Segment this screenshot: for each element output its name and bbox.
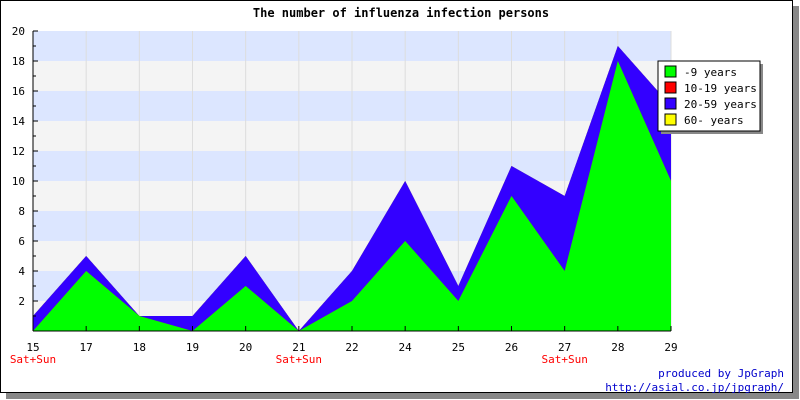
- weekend-label: Sat+Sun: [276, 353, 322, 366]
- x-tick-label: 21: [292, 341, 305, 354]
- x-tick-label: 24: [399, 341, 413, 354]
- x-tick-label: 15: [26, 341, 39, 354]
- x-tick-label: 26: [505, 341, 518, 354]
- y-tick-label: 4: [18, 265, 25, 278]
- x-tick-label: 28: [611, 341, 624, 354]
- x-tick-label: 20: [239, 341, 252, 354]
- y-tick-label: 20: [12, 25, 25, 38]
- weekend-label: Sat+Sun: [10, 353, 56, 366]
- area-cumulative: [33, 61, 671, 331]
- y-tick-label: 12: [12, 145, 25, 158]
- credit-producer: produced by JpGraph: [658, 367, 784, 380]
- legend-swatch: [664, 65, 677, 78]
- legend-swatch: [664, 81, 677, 94]
- legend-label: -9 years: [684, 66, 737, 79]
- weekend-label: Sat+Sun: [541, 353, 587, 366]
- legend-label: 20-59 years: [684, 98, 757, 111]
- x-tick-label: 29: [664, 341, 677, 354]
- legend-label: 60- years: [684, 114, 744, 127]
- x-tick-label: 17: [80, 341, 93, 354]
- x-tick-label: 18: [133, 341, 146, 354]
- y-tick-label: 18: [12, 55, 25, 68]
- x-tick-label: 25: [452, 341, 465, 354]
- y-tick-label: 8: [18, 205, 25, 218]
- x-tick-label: 27: [558, 341, 571, 354]
- chart-title: The number of influenza infection person…: [253, 6, 549, 20]
- x-tick-label: 22: [345, 341, 358, 354]
- legend-label: 10-19 years: [684, 82, 757, 95]
- credit-url[interactable]: http://asial.co.jp/jpgraph/: [605, 381, 784, 394]
- y-tick-label: 16: [12, 85, 25, 98]
- y-tick-label: 10: [12, 175, 25, 188]
- x-tick-label: 19: [186, 341, 199, 354]
- chart-frame: 2 4 6 8 10 12 14 16 18 20 15 Sat+Sun 17 18 19 20 21 Sat+S…: [0, 0, 793, 394]
- legend-swatch: [664, 113, 677, 126]
- y-tick-label: 14: [12, 115, 26, 128]
- y-tick-label: 6: [18, 235, 25, 248]
- legend-swatch: [664, 97, 677, 110]
- y-tick-label: 2: [18, 295, 25, 308]
